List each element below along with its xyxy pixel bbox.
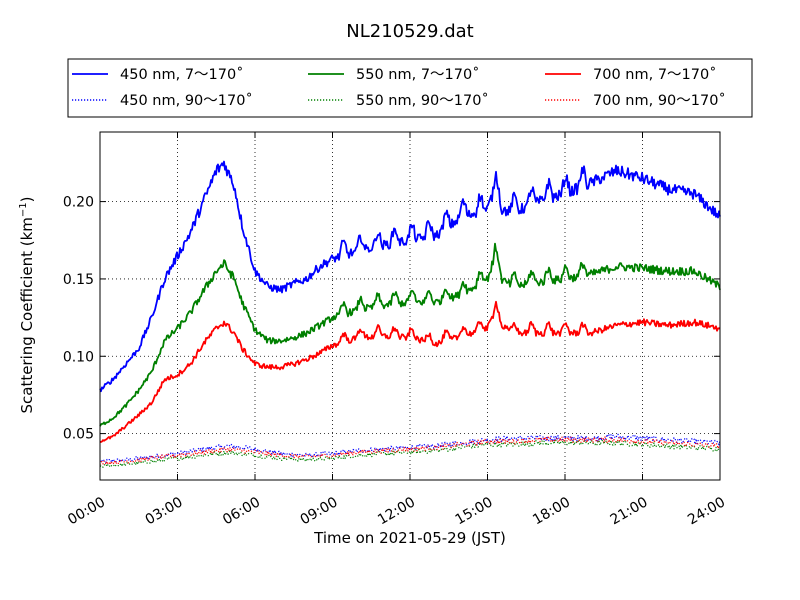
legend-label: 700 nm, 90～170˚ [593, 92, 726, 109]
legend-label: 550 nm, 7～170˚ [356, 66, 479, 83]
y-tick-label: 0.20 [63, 195, 94, 211]
series-line [99, 242, 721, 427]
x-tick-label: 06:00 [220, 494, 263, 528]
y-axis-label-close: ) [18, 196, 36, 202]
x-tick-label: 21:00 [608, 494, 651, 528]
y-tick-label: 0.15 [63, 272, 94, 288]
y-tick-label: 0.10 [63, 349, 94, 365]
series-line [99, 436, 721, 466]
x-tick-label: 18:00 [530, 494, 573, 528]
x-tick-label: 00:00 [65, 494, 108, 528]
x-tick-label: 24:00 [685, 494, 728, 528]
series-line [99, 433, 721, 463]
series-line [99, 439, 721, 468]
y-axis-label-main: Scattering Coefficient (km [18, 217, 36, 413]
y-axis-label-sup: −1 [18, 202, 29, 217]
legend-label: 550 nm, 90～170˚ [356, 92, 489, 109]
series-layer [99, 160, 721, 468]
legend: 450 nm, 7～170˚ 550 nm, 7～170˚ 700 nm, 7～17… [67, 58, 753, 118]
y-tick-label: 0.05 [63, 427, 94, 443]
legend-label: 700 nm, 7～170˚ [593, 66, 716, 83]
chart-title: NL210529.dat [346, 21, 473, 42]
legend-frame [67, 58, 753, 118]
x-axis-label: Time on 2021-05-29 (JST) [313, 529, 506, 547]
series-line [99, 300, 721, 443]
series-line [99, 160, 721, 393]
x-tick-label: 12:00 [375, 494, 418, 528]
grid [100, 132, 720, 480]
x-tick-label: 03:00 [143, 494, 186, 528]
legend-label: 450 nm, 90～170˚ [120, 92, 253, 109]
y-axis-label: Scattering Coefficient (km−1) [18, 196, 36, 413]
legend-label: 450 nm, 7～170˚ [120, 66, 243, 83]
x-tick-label: 09:00 [298, 494, 341, 528]
x-tick-label: 15:00 [453, 494, 496, 528]
